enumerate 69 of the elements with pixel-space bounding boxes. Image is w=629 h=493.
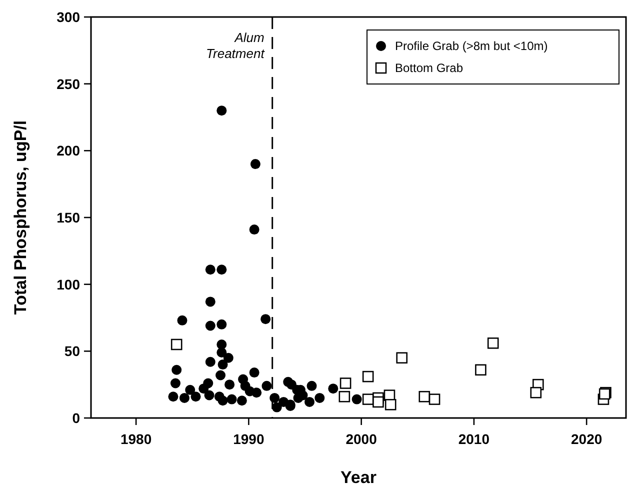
point <box>304 396 315 407</box>
point <box>236 396 247 406</box>
point <box>205 320 216 331</box>
point <box>428 394 440 405</box>
point <box>216 370 226 380</box>
point <box>177 315 188 326</box>
point <box>293 392 304 403</box>
point <box>252 388 262 398</box>
point <box>185 384 196 395</box>
point <box>418 390 430 402</box>
point <box>170 378 180 388</box>
point <box>190 392 201 402</box>
point <box>338 390 350 402</box>
legend-label: Bottom Grab <box>395 61 464 75</box>
point <box>260 314 271 324</box>
point <box>306 380 317 391</box>
point <box>198 384 209 394</box>
point <box>362 370 374 382</box>
point <box>218 360 228 370</box>
y-tick-label: 150 <box>56 210 80 226</box>
point <box>172 364 182 375</box>
point <box>340 378 352 389</box>
x-axis-title: Year <box>340 468 377 487</box>
x-tick-label: 2000 <box>346 431 378 447</box>
point <box>249 368 260 378</box>
point <box>224 380 235 390</box>
point <box>205 296 216 307</box>
y-axis-title: Total Phosphorus, ugP/l <box>11 120 30 315</box>
point <box>216 264 227 275</box>
point <box>396 352 408 364</box>
point <box>179 392 190 403</box>
point <box>487 337 499 349</box>
y-tick-label: 50 <box>64 343 80 360</box>
point <box>205 264 216 275</box>
x-tick-label: 2020 <box>571 431 602 447</box>
point <box>226 394 237 404</box>
point <box>530 386 542 398</box>
point <box>384 398 396 410</box>
legend-label: Profile Grab (>8m but <10m) <box>395 39 548 53</box>
y-tick-label: 100 <box>56 276 80 292</box>
y-tick-label: 200 <box>56 142 80 159</box>
point <box>216 106 227 116</box>
point <box>328 384 338 394</box>
point <box>223 352 234 363</box>
y-tick-label: 250 <box>56 76 80 92</box>
point <box>216 319 227 330</box>
point <box>314 392 325 403</box>
point <box>270 392 280 403</box>
point <box>475 364 486 376</box>
point <box>362 394 374 405</box>
point <box>352 394 362 404</box>
x-tick-label: 1990 <box>233 431 264 447</box>
point <box>205 356 216 367</box>
ref-line-label: Alum Treatment <box>206 30 266 61</box>
point <box>168 392 178 402</box>
point <box>204 390 214 400</box>
y-tick-label: 0 <box>72 410 80 426</box>
x-tick-label: 1980 <box>120 431 152 447</box>
point <box>218 396 228 406</box>
point <box>286 380 296 390</box>
point <box>250 159 260 170</box>
point <box>216 348 227 358</box>
x-tick-label: 2010 <box>458 431 490 447</box>
y-tick-label: 300 <box>56 9 80 25</box>
point <box>249 224 260 235</box>
point <box>272 402 282 412</box>
point <box>262 380 272 391</box>
point <box>170 338 182 350</box>
point <box>372 396 384 408</box>
